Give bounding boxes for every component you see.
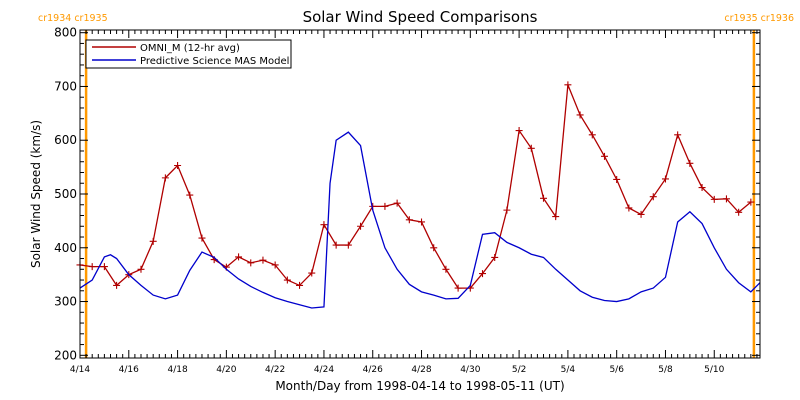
data-point <box>247 259 255 267</box>
cr-marker-right-label: cr1935 cr1936 <box>724 13 794 24</box>
x-tick-label: 4/16 <box>119 365 139 375</box>
y-tick-label: 600 <box>54 133 77 147</box>
data-point <box>552 213 560 221</box>
data-point <box>588 131 596 139</box>
data-point <box>174 162 182 170</box>
data-point <box>515 127 523 135</box>
x-tick-label: 4/28 <box>411 365 431 375</box>
data-point <box>430 244 438 252</box>
data-point <box>674 131 682 139</box>
data-point <box>491 253 499 261</box>
data-point <box>564 81 572 89</box>
plot-frame <box>79 29 761 359</box>
x-axis-label: Month/Day from 1998-04-14 to 1998-05-11 … <box>275 379 564 393</box>
data-point <box>198 234 206 242</box>
legend: OMNI_M (12-hr avg) Predictive Science MA… <box>85 39 292 69</box>
x-tick-label: 4/20 <box>216 365 236 375</box>
data-point <box>344 241 352 249</box>
series-line-mas <box>79 131 761 309</box>
data-point <box>100 263 108 271</box>
y-tick-label: 200 <box>54 348 77 362</box>
axis-ticks: 200 300 400 500 600 700 800 4/14 4/16 4/18 4/20 4/2… <box>54 26 760 375</box>
x-tick-label: 5/4 <box>561 365 576 375</box>
data-point <box>698 184 706 192</box>
legend-label-mas: Predictive Science MAS Model <box>140 56 289 67</box>
data-point <box>186 191 194 199</box>
data-point <box>235 253 243 261</box>
data-point <box>283 276 291 284</box>
data-point <box>296 281 304 289</box>
x-tick-label: 4/14 <box>70 365 90 375</box>
data-point <box>308 269 316 277</box>
plot-area <box>76 30 761 358</box>
data-point <box>357 222 365 230</box>
data-point <box>710 195 718 203</box>
data-point <box>418 218 426 226</box>
y-tick-label: 400 <box>54 241 77 255</box>
chart-title: Solar Wind Speed Comparisons <box>303 8 538 26</box>
data-point <box>600 152 608 160</box>
data-point <box>625 204 633 212</box>
legend-box <box>85 39 292 69</box>
data-point <box>271 261 279 269</box>
data-point <box>381 202 389 210</box>
data-point <box>576 111 584 119</box>
cr-marker-left-label: cr1934 cr1935 <box>38 13 108 24</box>
data-point <box>161 174 169 182</box>
data-point <box>527 144 535 152</box>
data-point <box>613 175 621 183</box>
data-point <box>113 281 121 289</box>
y-axis-label: Solar Wind Speed (km/s) <box>29 120 43 268</box>
data-point <box>393 199 401 207</box>
legend-label-omni: OMNI_M (12-hr avg) <box>140 43 240 54</box>
data-point <box>722 195 730 203</box>
x-tick-label: 4/30 <box>460 365 480 375</box>
data-point <box>88 263 96 271</box>
data-point <box>735 208 743 216</box>
x-tick-label: 5/2 <box>512 365 526 375</box>
data-point <box>661 175 669 183</box>
data-point <box>320 221 328 229</box>
y-tick-label: 700 <box>54 79 77 93</box>
y-tick-label: 300 <box>54 295 77 309</box>
y-tick-label: 800 <box>54 26 77 40</box>
data-point <box>479 270 487 278</box>
data-point <box>637 210 645 218</box>
data-point <box>539 194 547 202</box>
x-tick-label: 4/26 <box>363 365 383 375</box>
data-point <box>149 237 157 245</box>
x-tick-label: 4/18 <box>167 365 187 375</box>
data-point <box>442 265 450 273</box>
y-tick-label: 500 <box>54 187 77 201</box>
data-point <box>747 198 755 206</box>
data-point <box>454 284 462 292</box>
x-tick-label: 4/22 <box>265 365 285 375</box>
x-tick-label: 4/24 <box>314 365 334 375</box>
data-point <box>332 241 340 249</box>
x-tick-label: 5/8 <box>658 365 673 375</box>
data-point <box>649 193 657 201</box>
data-point <box>137 265 145 273</box>
data-point <box>259 256 267 264</box>
series-line-omni <box>79 84 752 289</box>
x-tick-label: 5/6 <box>609 365 624 375</box>
data-point <box>503 206 511 214</box>
x-tick-label: 5/10 <box>704 365 724 375</box>
data-point <box>686 159 694 167</box>
data-point <box>405 216 413 224</box>
